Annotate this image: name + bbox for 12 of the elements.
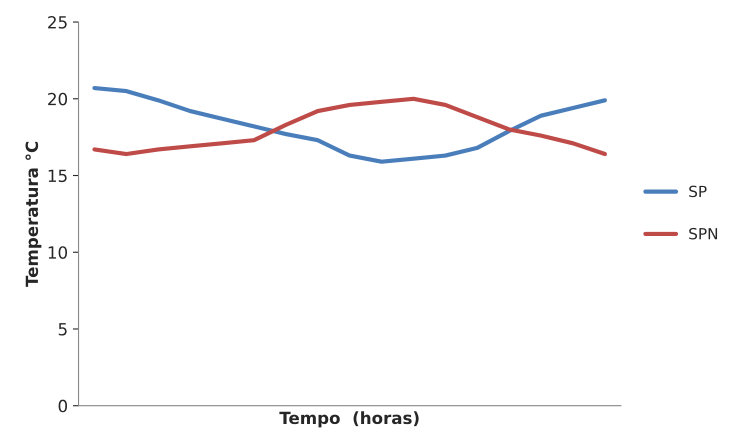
y-tick-label: 5 [58,323,67,336]
y-axis-title: Temperatura °C [25,142,42,287]
y-tick-label: 15 [48,170,67,182]
line-series [92,86,607,164]
y-tick-label: 10 [48,246,68,259]
y-tick-label: 25 [48,16,67,29]
y-tick-label: 20 [48,92,68,106]
legend-label: SP [689,186,707,198]
line-series [92,96,607,156]
y-tick-label: 0 [58,400,68,412]
legend-label: SPN [689,228,718,240]
x-axis-title: Tempo (horas) [279,411,419,428]
